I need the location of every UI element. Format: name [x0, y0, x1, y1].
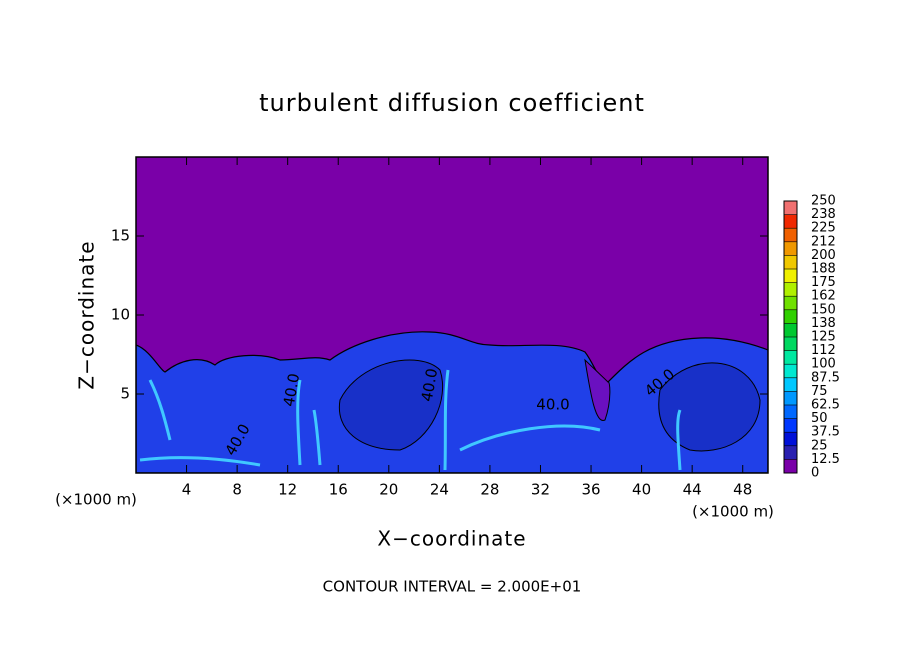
colorbar-label: 37.5 [811, 425, 840, 440]
x-axis-label: X−coordinate [377, 527, 526, 551]
x-tick-label: 16 [329, 481, 348, 499]
colorbar-band [784, 309, 797, 324]
contour-label: 40.0 [418, 367, 442, 403]
colorbar-label: 200 [811, 248, 836, 263]
colorbar-label: 112 [811, 343, 836, 358]
colorbar-band [784, 377, 797, 392]
y-tick-label: 5 [120, 385, 130, 403]
colorbar-label: 75 [811, 384, 828, 399]
colorbar-label: 0 [811, 466, 819, 481]
colorbar-band [784, 350, 797, 365]
field-core [338, 359, 444, 451]
colorbar-band [784, 228, 797, 242]
x-tick-label: 24 [430, 481, 449, 499]
contour-note: CONTOUR INTERVAL = 2.000E+01 [323, 578, 582, 596]
x-unit-right: (×1000 m) [692, 503, 774, 521]
field-core [658, 362, 761, 452]
x-tick-label: 28 [480, 481, 499, 499]
x-tick-label: 36 [581, 481, 600, 499]
colorbar-label: 62.5 [811, 398, 840, 413]
colorbar-label: 12.5 [811, 452, 840, 467]
colorbar-label: 175 [811, 275, 836, 290]
colorbar-label: 125 [811, 330, 836, 345]
x-tick-label: 8 [232, 481, 242, 499]
colorbar-label: 162 [811, 289, 836, 304]
field-region [136, 331, 768, 473]
colorbar-label: 238 [811, 207, 836, 222]
x-tick-label: 32 [531, 481, 550, 499]
x-tick-label: 44 [683, 481, 702, 499]
colorbar-band [784, 459, 797, 473]
y-axis-label: Z−coordinate [75, 240, 99, 389]
colorbar-band [784, 255, 797, 269]
y-tick-label: 10 [111, 306, 130, 324]
colorbar-band [784, 201, 797, 215]
contour-label: 40.0 [536, 396, 569, 414]
colorbar-band [784, 391, 797, 405]
x-tick-label: 48 [733, 481, 752, 499]
field-streaks [139, 369, 682, 471]
colorbar-label: 150 [811, 302, 836, 317]
colorbar-label: 50 [811, 411, 828, 426]
colorbar-band [784, 405, 797, 419]
colorbar-band [784, 432, 797, 446]
colorbar-band [784, 282, 797, 297]
colorbar-band [784, 445, 797, 460]
colorbar-band [784, 269, 797, 283]
colorbar-label: 138 [811, 316, 836, 331]
x-tick-label: 4 [182, 481, 192, 499]
field [136, 157, 768, 473]
colorbar-label: 225 [811, 221, 836, 236]
colorbar-band [784, 241, 797, 256]
chart-title: turbulent diffusion coefficient [259, 89, 645, 117]
colorbar-label: 250 [811, 194, 836, 209]
colorbar-label: 188 [811, 262, 836, 277]
colorbar-band [784, 364, 797, 378]
y-tick-label: 15 [111, 227, 130, 245]
colorbar-band [784, 296, 797, 310]
colorbar-label: 212 [811, 234, 836, 249]
colorbar-label: 87.5 [811, 370, 840, 385]
colorbar-band [784, 214, 797, 229]
x-tick-label: 12 [278, 481, 297, 499]
contour-label: 40.0 [280, 372, 304, 408]
x-unit-left: (×1000 m) [55, 491, 137, 509]
colorbar-label: 100 [811, 357, 836, 372]
x-tick-label: 40 [632, 481, 651, 499]
colorbar-label: 25 [811, 438, 828, 453]
colorbar-band [784, 418, 797, 433]
colorbar-band [784, 337, 797, 351]
colorbar-band [784, 323, 797, 337]
x-tick-label: 20 [379, 481, 398, 499]
field-dip [584, 358, 611, 421]
